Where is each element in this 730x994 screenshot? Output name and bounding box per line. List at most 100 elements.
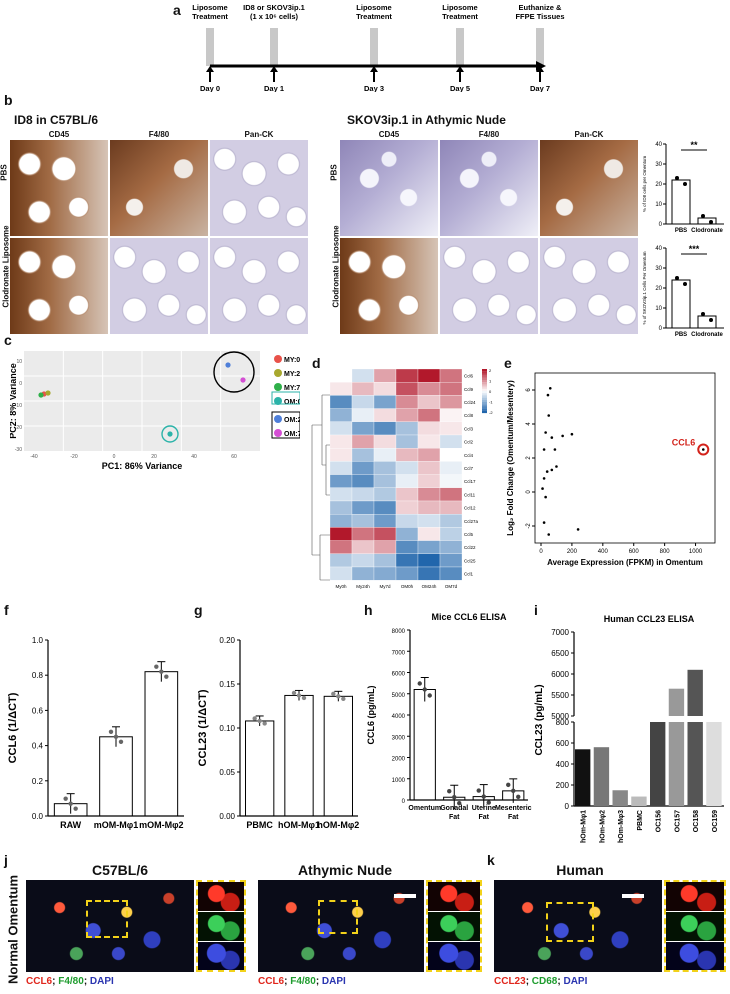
scatter-point-14 (544, 495, 547, 499)
heatmap-scale-seg-12 (482, 395, 487, 398)
heatmap-cell-1-2 (373, 382, 397, 396)
scatter-xlabel: Average Expression (FPKM) in Omentum (547, 558, 703, 567)
heatmap-cell-3-1 (351, 408, 375, 422)
mice-ccl6-elisa-chart: Mice CCL6 ELISA 0 1000 2000 3000 4000 5000 6000… (366, 612, 532, 821)
heatmap-cell-1-4 (417, 382, 441, 396)
heatmap-col-3: OM0h (401, 584, 414, 589)
i-cat-6: OC158 (693, 810, 700, 832)
i-bar-3 (631, 796, 647, 806)
h-chart-ytick-label-2: 2000 (392, 757, 406, 763)
stain-cd45-left: CD45 (48, 130, 70, 139)
heatmap-cell-13-2 (373, 540, 397, 554)
heatmap-cell-4-2 (373, 421, 397, 436)
heatmap-cell-6-1 (351, 448, 375, 462)
heatmap-cell-0-0 (329, 368, 353, 383)
pca-legend-swatch-2 (274, 383, 282, 391)
legend-k-cd68: CD68 (531, 976, 558, 987)
scatter-point-11 (550, 468, 554, 472)
heatmap-cell-4-0 (329, 421, 353, 436)
h-chart-pt-0-1 (422, 687, 427, 692)
panel-j-col1-title: C57BL/6 (91, 862, 149, 878)
panel-label-e: e (504, 355, 512, 371)
pca-xtick-2: 0 (113, 454, 116, 460)
heatmap-cell-15-0 (329, 566, 353, 581)
heatmap-scale-seg-17 (482, 406, 487, 409)
b-point-0-0 (675, 176, 679, 180)
panel-j-row-label: Normal Omentum (5, 874, 21, 985)
heatmap-cell-4-3 (395, 421, 419, 436)
inset-human-ccl23 (666, 882, 724, 911)
b-cat-1-1: Clodronate (691, 332, 723, 338)
g-chart-ytick-label-4: 0.20 (219, 636, 235, 645)
pca-legend-label-4: OM:24h (284, 417, 300, 424)
h-chart-pt-1-1 (452, 795, 457, 800)
b-bar-0-0 (671, 179, 691, 225)
h-chart-ylabel: CCL6 (pg/mL) (366, 686, 376, 745)
f-chart-pt-2-2 (164, 674, 169, 679)
scatter-point-5 (550, 436, 554, 439)
i-cat-2: hOm-Mφ3 (618, 810, 625, 843)
g-chart-cat-1: hOM-Mφ1 (278, 820, 320, 830)
h-chart-cat-1-1: Fat (449, 814, 460, 821)
i-ytick-low-label-2: 400 (556, 760, 570, 769)
b-bar-1-0 (671, 279, 691, 329)
i-ytick-low-label-0: 0 (565, 802, 570, 811)
heatmap-cell-1-3 (395, 382, 419, 396)
heatmap-scale-seg-6 (482, 382, 487, 385)
pca-ylabel: PC2: 8% Variance (10, 363, 18, 439)
pca-point-om24h (225, 362, 231, 368)
heatmap-cell-5-1 (351, 434, 375, 449)
heatmap-cell-11-3 (395, 514, 419, 528)
heatmap-cell-0-4 (417, 368, 441, 383)
heatmap-cell-10-2 (373, 500, 397, 515)
timeline-day-4: Day 7 (530, 84, 550, 92)
heatmap-scale-seg-16 (482, 404, 487, 407)
heatmap-cell-3-4 (417, 408, 441, 422)
b-sig-0: ** (690, 140, 698, 150)
h-chart-pt-3-1 (511, 788, 516, 794)
heatmap-cell-7-1 (351, 461, 375, 475)
heatmap-cell-15-2 (373, 566, 397, 581)
legend-k-ccl23: CCL23 (494, 976, 526, 987)
b-point2-1-0 (683, 282, 687, 286)
legend-j2: CCL6; F4/80; DAPI (258, 976, 346, 987)
heatmap-cell-13-1 (351, 540, 375, 554)
scatter-xtick-label-3: 600 (629, 549, 640, 555)
g-chart-pt-2-1 (336, 694, 341, 699)
f-chart-pt-0-0 (63, 796, 68, 801)
scatter-point-15 (542, 521, 546, 524)
scatter-point-4 (542, 448, 546, 451)
pca-legend-label-1: MY:24h (284, 371, 300, 378)
i-ylabel: CCL23 (pg/mL) (534, 684, 545, 755)
ihc-id8-pbs-panck (210, 140, 308, 236)
legend-j1-dapi: DAPI (89, 976, 114, 987)
b-ytick-label-1-4: 40 (655, 246, 662, 252)
g-chart-pt-0-1 (257, 718, 262, 724)
scatter-point-9 (542, 477, 546, 480)
i-ytick-low-label-1: 200 (556, 781, 570, 790)
h-chart-cat-3-0: Mesenteric (495, 805, 532, 812)
inset-human-cd68 (666, 912, 724, 941)
panel-label-g: g (194, 602, 203, 618)
pca-legend-box-om (271, 411, 300, 439)
heatmap-cell-13-3 (395, 540, 419, 554)
pca-xtick-3: 20 (151, 454, 157, 460)
b-cat-0-1: Clodronate (691, 228, 723, 234)
heatmap-cell-11-4 (417, 514, 441, 528)
heatmap-row-4: Ccl3 (464, 426, 473, 431)
heatmap-cell-5-0 (329, 434, 353, 449)
b-cat-0-0: PBS (675, 228, 687, 234)
i-ytick-low-label-4: 800 (556, 718, 570, 727)
h-chart-ytick-label-6: 6000 (392, 672, 406, 678)
timeline-diagram: Liposome Treatment ID8 or SKOV3ip.1 (1 x… (192, 3, 564, 92)
inset-c57-dapi (198, 942, 244, 970)
h-chart-pt-0-2 (427, 693, 432, 698)
pca-circle-om (213, 351, 255, 393)
f-chart-pt-1-1 (113, 734, 119, 739)
pca-ytick-4: -30 (15, 447, 22, 453)
stain-f480-left: F4/80 (148, 130, 170, 139)
heatmap-cell-14-3 (395, 553, 419, 568)
ihc-id8-pbs-f480 (110, 140, 208, 236)
heatmap-cell-2-4 (417, 395, 441, 409)
panel-label-i: i (534, 602, 538, 618)
